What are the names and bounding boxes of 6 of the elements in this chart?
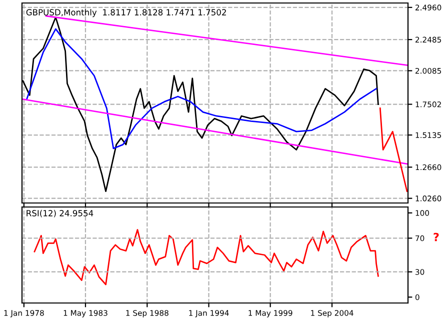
chart-title: RSI(12) 24.9554 — [26, 210, 94, 218]
line-series — [34, 229, 379, 286]
line-series — [26, 28, 377, 150]
text: ? — [434, 232, 439, 242]
line-series — [379, 108, 408, 192]
text: GBPUSD,Monthly 1.8117 1.8128 1.7471 1.7502 — [26, 9, 226, 18]
